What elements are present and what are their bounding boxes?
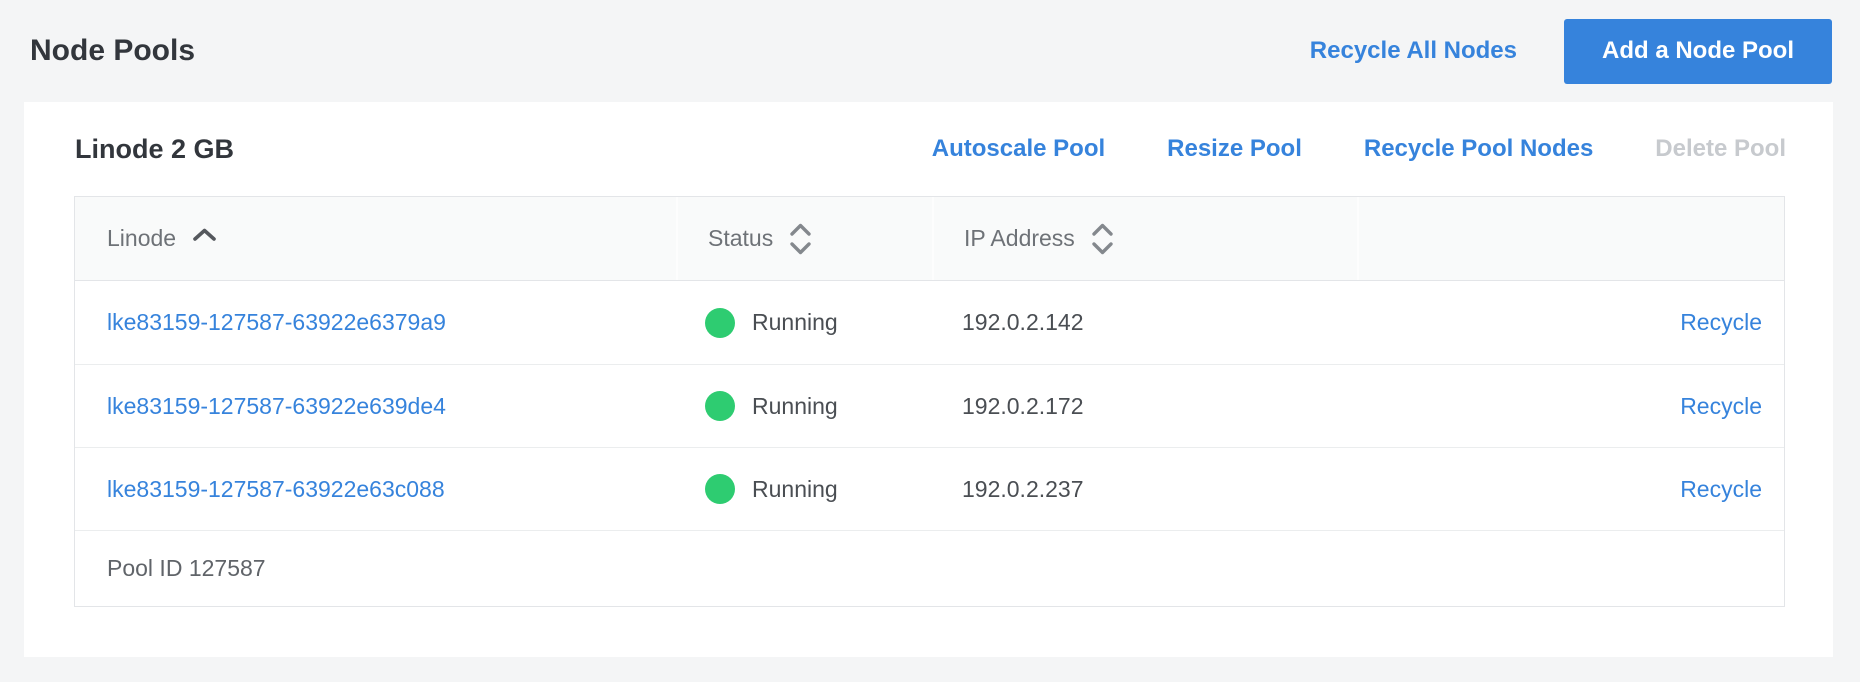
column-header-status[interactable]: Status [676,197,932,280]
pool-name: Linode 2 GB [75,133,235,164]
ip-address-cell: 192.0.2.237 [962,475,1084,502]
status-running-icon [705,474,735,504]
column-label-ip-address: IP Address [964,225,1075,251]
row-actions-cell: Recycle [1357,476,1784,503]
page-title: Node Pools [30,34,196,67]
table-row: lke83159-127587-63922e63c088 Running 192… [75,447,1784,530]
recycle-node-link[interactable]: Recycle [1680,309,1762,335]
table-row: lke83159-127587-63922e639de4 Running 192… [75,364,1784,447]
ip-address-cell: 192.0.2.172 [962,392,1084,419]
linode-link[interactable]: lke83159-127587-63922e63c088 [107,475,445,502]
recycle-node-link[interactable]: Recycle [1680,392,1762,419]
recycle-all-nodes-link[interactable]: Recycle All Nodes [1309,37,1517,64]
status-running-icon [705,307,735,338]
sort-ascending-icon [191,226,218,243]
ip-address-cell: 192.0.2.142 [962,309,1084,335]
linode-link[interactable]: lke83159-127587-63922e639de4 [107,392,446,419]
add-node-pool-button[interactable]: Add a Node Pool [1564,18,1832,84]
status-cell: Running [676,474,932,504]
status-running-icon [705,391,735,421]
node-table: Linode Status IP Address lke8 [74,196,1785,607]
pool-card-header: Linode 2 GB Autoscale Pool Resize Pool R… [24,102,1833,196]
table-row: lke83159-127587-63922e6379a9 Running 192… [75,281,1784,364]
sort-both-icon [1090,218,1115,260]
status-cell: Running [676,307,932,338]
delete-pool-link: Delete Pool [1655,135,1786,162]
column-label-linode: Linode [107,225,177,251]
pool-id-label: Pool ID 127587 [107,555,266,581]
pool-id-footer: Pool ID 127587 [75,530,1784,606]
column-header-actions [1357,197,1784,280]
sort-both-icon [788,218,813,260]
linode-link[interactable]: lke83159-127587-63922e6379a9 [107,309,446,335]
row-actions-cell: Recycle [1357,393,1784,420]
status-label: Running [752,392,838,419]
linode-cell: lke83159-127587-63922e6379a9 [75,309,676,336]
header-actions: Recycle All Nodes Add a Node Pool [1309,18,1832,84]
column-header-linode[interactable]: Linode [75,197,676,280]
linode-cell: lke83159-127587-63922e639de4 [75,393,676,420]
autoscale-pool-link[interactable]: Autoscale Pool [931,135,1106,162]
status-label: Running [752,309,838,335]
column-label-status: Status [708,225,774,251]
pool-actions: Autoscale Pool Resize Pool Recycle Pool … [932,135,1786,163]
row-actions-cell: Recycle [1357,309,1784,336]
column-header-ip-address[interactable]: IP Address [932,197,1357,280]
status-label: Running [752,475,838,502]
status-cell: Running [676,391,932,421]
node-pools-header: Node Pools Recycle All Nodes Add a Node … [0,0,1860,102]
resize-pool-link[interactable]: Resize Pool [1167,135,1302,162]
linode-cell: lke83159-127587-63922e63c088 [75,476,676,503]
recycle-pool-nodes-link[interactable]: Recycle Pool Nodes [1363,135,1594,162]
node-pool-card: Linode 2 GB Autoscale Pool Resize Pool R… [24,102,1833,657]
node-table-header-row: Linode Status IP Address [75,197,1784,281]
recycle-node-link[interactable]: Recycle [1680,475,1762,502]
